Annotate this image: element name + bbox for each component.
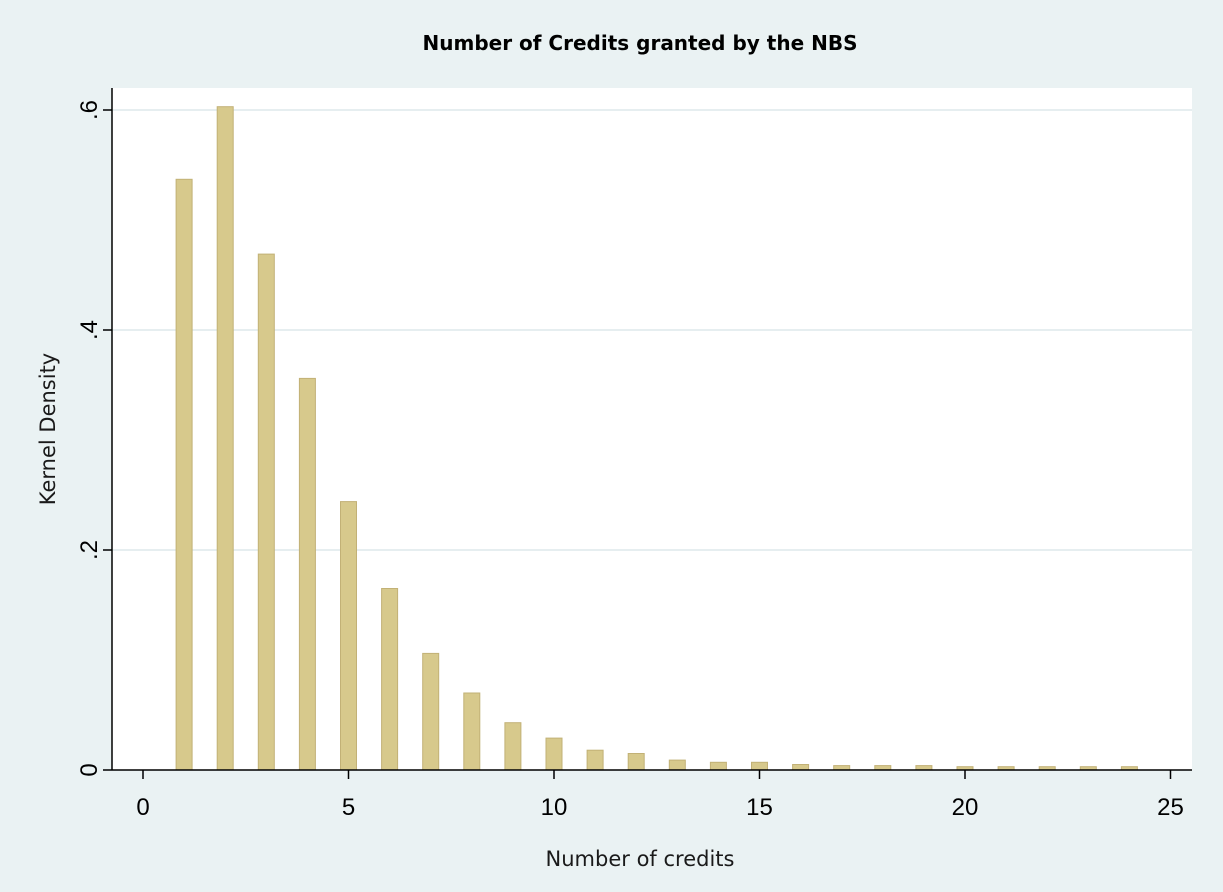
bar xyxy=(668,759,686,771)
plot-area xyxy=(112,88,1192,770)
bar xyxy=(422,652,440,771)
axes: 0 5 10 15 20 25 0 .2 .4 .6 xyxy=(76,88,1192,821)
bar xyxy=(463,692,481,771)
chart-title: Number of Credits granted by the NBS xyxy=(423,31,858,55)
bar xyxy=(627,753,645,771)
x-tick-label: 10 xyxy=(541,794,568,821)
bar xyxy=(340,501,357,771)
x-tick-label: 25 xyxy=(1157,794,1184,821)
bar xyxy=(504,722,522,771)
y-tick-label: 0 xyxy=(76,763,103,776)
bar xyxy=(175,178,193,771)
bar xyxy=(216,106,234,771)
bar xyxy=(545,737,563,771)
x-tick-label: 15 xyxy=(746,794,773,821)
bars xyxy=(175,106,1138,771)
x-axis-label: Number of credits xyxy=(546,847,735,871)
x-tick-label: 5 xyxy=(342,794,355,821)
y-tick-label: .4 xyxy=(76,320,103,340)
bar xyxy=(586,749,604,771)
x-tick-label: 0 xyxy=(136,794,149,821)
x-tick-label: 20 xyxy=(952,794,979,821)
grid-lines xyxy=(112,109,1192,551)
bar xyxy=(298,377,316,771)
bar xyxy=(257,253,275,771)
bar xyxy=(792,764,810,771)
bar xyxy=(381,588,399,771)
y-axis-label: Kernel Density xyxy=(36,353,60,506)
bar xyxy=(751,761,768,771)
y-tick-label: .6 xyxy=(76,100,103,120)
bar xyxy=(709,761,727,771)
y-tick-label: .2 xyxy=(76,540,103,560)
